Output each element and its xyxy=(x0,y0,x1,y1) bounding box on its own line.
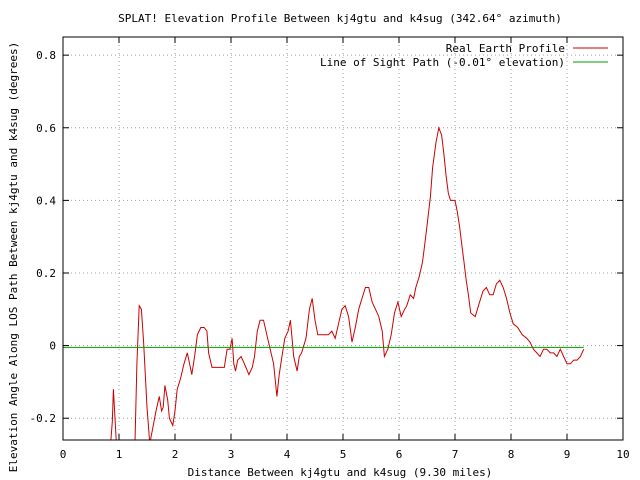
x-tick-label: 5 xyxy=(340,448,347,461)
legend-label-line-of-sight: Line of Sight Path (-0.01° elevation) xyxy=(320,56,565,69)
x-tick-label: 8 xyxy=(508,448,515,461)
y-tick-label: 0 xyxy=(49,340,56,353)
y-tick-label: 0.8 xyxy=(36,49,56,62)
y-tick-labels: -0.2 0 0.2 0.4 0.6 0.8 xyxy=(30,49,57,425)
plot-series xyxy=(63,126,585,440)
x-tick-label: 6 xyxy=(396,448,403,461)
x-tick-label: 7 xyxy=(452,448,459,461)
y-tick-label: -0.2 xyxy=(30,412,57,425)
x-tick-label: 2 xyxy=(172,448,179,461)
legend-label-real-earth-profile: Real Earth Profile xyxy=(446,42,565,55)
x-tick-label: 10 xyxy=(616,448,629,461)
y-tick-label: 0.6 xyxy=(36,122,56,135)
legend: Real Earth Profile Line of Sight Path (-… xyxy=(320,42,608,69)
grid-lines xyxy=(63,37,623,440)
real-earth-profile-line xyxy=(110,126,585,440)
x-tick-labels: 0 1 2 3 4 5 6 7 8 9 10 xyxy=(60,448,630,461)
y-axis-label: Elevation Angle Along LOS Path Between k… xyxy=(7,42,20,472)
x-axis-label: Distance Between kj4gtu and k4sug (9.30 … xyxy=(188,466,493,479)
chart-title: SPLAT! Elevation Profile Between kj4gtu … xyxy=(118,12,562,25)
x-tick-label: 9 xyxy=(564,448,571,461)
y-tick-label: 0.2 xyxy=(36,267,56,280)
y-tick-label: 0.4 xyxy=(36,194,56,207)
x-tick-label: 0 xyxy=(60,448,67,461)
axis-ticks xyxy=(62,37,624,440)
x-tick-label: 1 xyxy=(116,448,123,461)
x-tick-label: 3 xyxy=(228,448,235,461)
x-tick-label: 4 xyxy=(284,448,291,461)
